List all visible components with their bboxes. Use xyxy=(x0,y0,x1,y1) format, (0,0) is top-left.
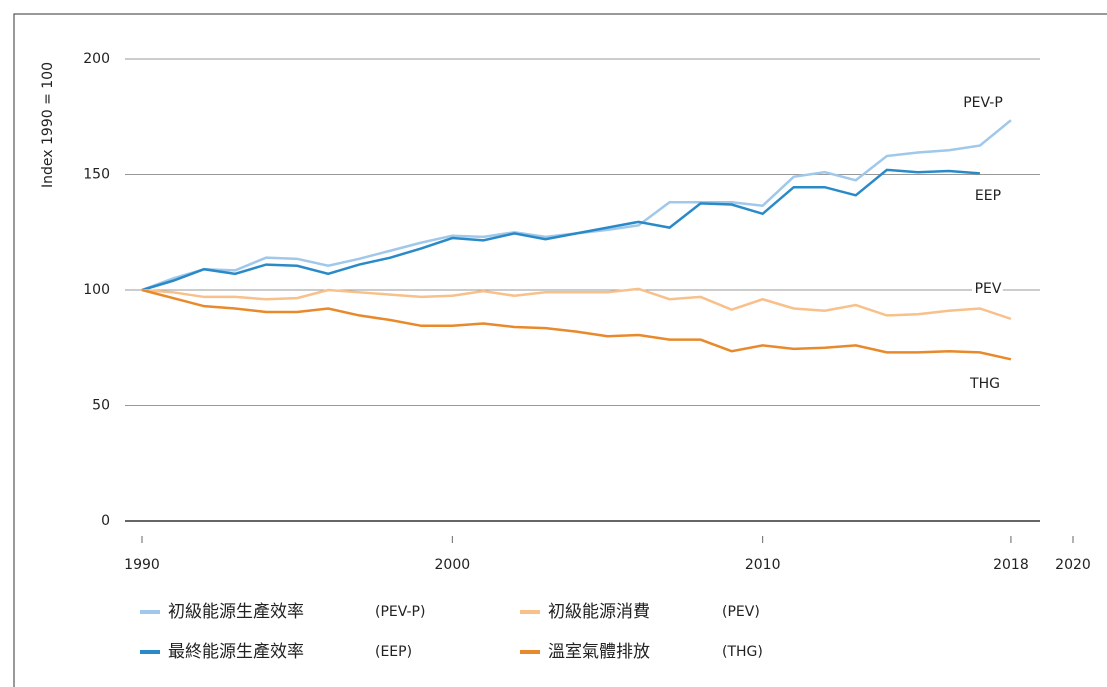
x-tick-label: 2010 xyxy=(745,557,781,573)
legend-label: 最終能源生產效率 xyxy=(168,642,304,662)
series-line xyxy=(141,288,1012,361)
legend-label: 初級能源消費 xyxy=(548,602,650,622)
y-tick-label: 50 xyxy=(92,398,110,414)
series-line xyxy=(141,287,1012,321)
x-tick-label: 1990 xyxy=(124,557,160,573)
series-line xyxy=(141,168,980,292)
legend-code: (PEV) xyxy=(722,604,760,620)
legend-code: (THG) xyxy=(722,644,763,660)
legend-label: 溫室氣體排放 xyxy=(548,642,650,662)
legend-code: (EEP) xyxy=(375,644,412,660)
end-label: EEP xyxy=(975,188,1001,204)
y-tick-label: 200 xyxy=(83,51,110,67)
y-tick-label: 0 xyxy=(101,513,110,529)
legend-code: (PEV-P) xyxy=(375,604,425,620)
x-tick-label: 2000 xyxy=(435,557,471,573)
y-tick-label: 100 xyxy=(83,282,110,298)
end-label: PEV xyxy=(975,281,1002,297)
end-label: THG xyxy=(969,376,1000,392)
end-label: PEV-P xyxy=(963,95,1003,111)
frame xyxy=(13,13,1107,687)
legend-label: 初級能源生產效率 xyxy=(168,602,304,622)
x-tick-label: 2020 xyxy=(1055,557,1091,573)
x-tick-label: 2018 xyxy=(993,557,1029,573)
y-tick-label: 150 xyxy=(83,167,110,183)
y-axis-label: Index 1990 = 100 xyxy=(40,62,56,188)
